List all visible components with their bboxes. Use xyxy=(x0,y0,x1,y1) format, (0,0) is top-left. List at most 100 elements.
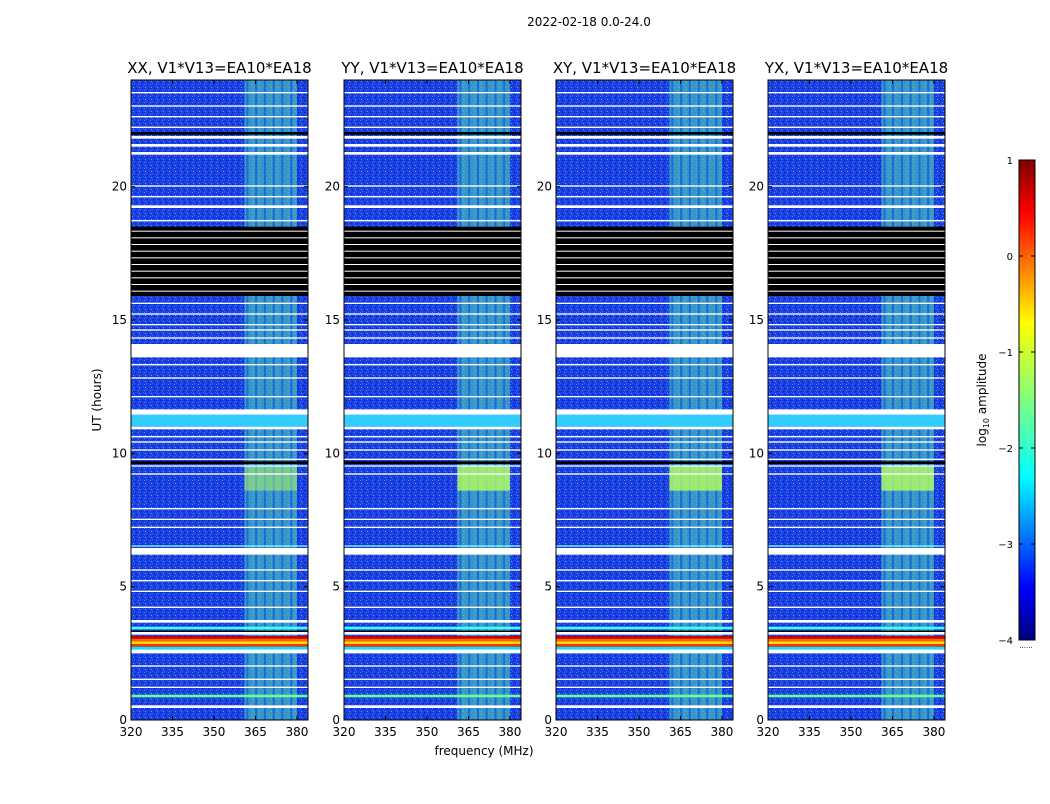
flag-stripe xyxy=(131,409,308,415)
flag-stripe xyxy=(131,116,308,118)
flag-stripe xyxy=(131,705,308,708)
flag-stripe xyxy=(768,185,945,187)
flag-stripe xyxy=(556,620,733,623)
rfi-gap-line xyxy=(246,80,249,720)
flag-stripe xyxy=(556,473,733,475)
flag-stripe xyxy=(131,396,308,398)
flag-stripe xyxy=(131,465,308,467)
rfi-gap-line xyxy=(485,80,488,720)
rfi-gap-line xyxy=(255,80,258,720)
flag-stripe xyxy=(768,205,945,208)
flag-stripe xyxy=(131,508,308,510)
flagged-gap-line xyxy=(768,264,945,265)
flag-stripe xyxy=(131,606,308,608)
flagged-band xyxy=(131,226,308,294)
flag-stripe xyxy=(768,441,945,443)
rfi-gap-line xyxy=(290,80,293,720)
flag-stripe xyxy=(768,302,945,304)
colorbar-tick-label: 0 xyxy=(1007,252,1013,263)
x-tick-label: 335 xyxy=(161,725,184,739)
flag-stripe xyxy=(131,569,308,571)
flag-stripe xyxy=(768,606,945,608)
flag-stripe xyxy=(556,580,733,582)
flag-stripe xyxy=(556,313,733,315)
panel-yy: YY, V1*V13=EA10*EA18 320 335 350 365 380 0 5 10 1… xyxy=(325,59,524,739)
x-tick-label: 380 xyxy=(710,725,733,739)
flagged-band xyxy=(131,132,308,135)
flag-stripe xyxy=(556,545,733,547)
x-tick-label: 380 xyxy=(922,725,945,739)
flag-stripe xyxy=(344,473,521,475)
flagged-gap-line xyxy=(556,277,733,279)
flagged-band xyxy=(768,132,945,135)
flag-stripe xyxy=(556,344,733,358)
flag-stripe xyxy=(344,436,521,438)
flag-stripe xyxy=(344,580,521,582)
y-tick-label: 5 xyxy=(119,580,127,594)
flag-stripe xyxy=(131,414,308,427)
x-tick-label: 350 xyxy=(416,725,439,739)
flag-stripe xyxy=(344,626,521,630)
flagged-band xyxy=(344,226,521,294)
colorbar-label: log10 amplitude xyxy=(975,354,991,447)
colorbar-tick-label: −1 xyxy=(998,348,1013,359)
flag-stripe xyxy=(556,126,733,128)
flag-stripe xyxy=(768,590,945,592)
flagged-gap-line xyxy=(768,237,945,239)
flag-stripe xyxy=(131,126,308,128)
flagged-gap-line xyxy=(131,230,308,232)
flag-stripe xyxy=(768,449,945,451)
flag-stripe xyxy=(768,105,945,107)
panel-title: YX, V1*V13=EA10*EA18 xyxy=(764,59,948,77)
x-tick-label: 365 xyxy=(457,725,480,739)
flag-stripe xyxy=(556,324,733,326)
rfi-gap-line xyxy=(494,80,497,720)
flag-stripe xyxy=(768,686,945,688)
flag-stripe xyxy=(344,196,521,198)
flag-stripe xyxy=(344,144,521,147)
y-tick-label: 0 xyxy=(119,713,127,727)
flag-stripe xyxy=(768,426,945,430)
y-tick-label: 20 xyxy=(325,180,340,194)
flag-stripe xyxy=(768,646,945,650)
x-axis-label: frequency (MHz) xyxy=(434,744,533,758)
panel-frame xyxy=(130,79,309,721)
flag-stripe xyxy=(131,185,308,187)
flag-stripe xyxy=(131,220,308,222)
flag-stripe xyxy=(556,436,733,438)
flag-stripe xyxy=(768,196,945,198)
flag-stripe xyxy=(768,638,945,642)
colorbar-ticks: 1 0 −1 −2 −3 −4 xyxy=(998,156,1035,647)
flagged-gap-line xyxy=(131,290,308,292)
y-tick-label: 5 xyxy=(756,580,764,594)
flag-stripe xyxy=(556,569,733,571)
y-tick-label: 10 xyxy=(325,446,340,460)
y-tick-label: 5 xyxy=(332,580,340,594)
flag-stripe xyxy=(344,426,521,430)
flag-stripe xyxy=(344,606,521,608)
flag-stripe xyxy=(556,396,733,398)
flagged-gap-line xyxy=(131,250,308,252)
flag-stripe xyxy=(768,580,945,582)
flag-stripe xyxy=(768,377,945,379)
flagged-gap-line xyxy=(131,244,308,245)
flag-stripe xyxy=(344,302,521,304)
flag-stripe xyxy=(131,337,308,339)
flag-stripe xyxy=(556,636,733,639)
flag-stripe xyxy=(131,646,308,650)
y-tick-label: 15 xyxy=(749,313,764,327)
rfi-gap-line xyxy=(688,80,691,720)
rfi-burst xyxy=(244,466,297,491)
flagged-band xyxy=(556,226,733,294)
colorbar-gradient xyxy=(1018,159,1036,641)
flagged-gap-line xyxy=(344,284,521,285)
flag-stripe xyxy=(131,205,308,208)
flag-stripe xyxy=(344,136,521,139)
flag-stripe xyxy=(131,344,308,358)
flagged-gap-line xyxy=(556,270,733,272)
flag-stripe xyxy=(344,116,521,118)
flag-stripe xyxy=(131,449,308,451)
flagged-band xyxy=(768,461,945,464)
y-tick-label: 20 xyxy=(749,180,764,194)
colorbar-tick-label: −4 xyxy=(998,636,1013,647)
